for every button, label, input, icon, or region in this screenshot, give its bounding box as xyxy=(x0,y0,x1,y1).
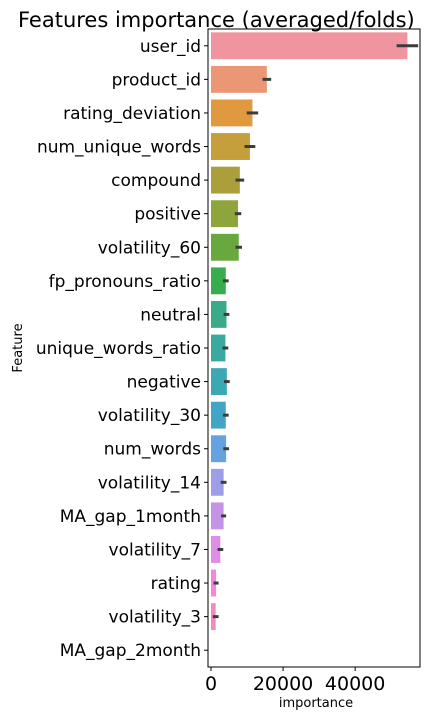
bar-volatility_14 xyxy=(211,468,224,496)
x-ticks-group: 0 20000 40000 xyxy=(205,667,385,695)
category-label: volatility_7 xyxy=(109,540,201,560)
chart-title: Features importance (averaged/folds) xyxy=(18,8,415,32)
bar-volatility_60 xyxy=(211,233,239,261)
category-label: compound xyxy=(111,171,201,191)
category-label: rating xyxy=(151,574,201,594)
bar-user_id xyxy=(211,32,408,60)
category-label: num_unique_words xyxy=(37,138,201,158)
x-tick-label: 0 xyxy=(205,673,217,695)
bar-fp_pronouns_ratio xyxy=(211,267,226,295)
y-axis-label: Feature xyxy=(11,323,26,372)
bar-num_words xyxy=(211,435,227,463)
category-label: rating_deviation xyxy=(63,104,201,124)
category-label: volatility_60 xyxy=(98,238,201,258)
bars-group xyxy=(211,32,408,631)
bar-compound xyxy=(211,166,240,194)
bar-rating_deviation xyxy=(211,99,253,127)
category-label: num_words xyxy=(104,440,201,460)
x-tick-label: 20000 xyxy=(253,673,313,695)
bar-product_id xyxy=(211,65,267,93)
bar-volatility_7 xyxy=(211,536,221,563)
x-axis-label: importance xyxy=(279,696,353,711)
category-label: MA_gap_1month xyxy=(60,507,201,527)
bar-volatility_30 xyxy=(211,401,226,429)
category-label: neutral xyxy=(140,305,201,325)
bar-positive xyxy=(211,200,239,228)
error-bars-group xyxy=(212,44,419,619)
category-label: unique_words_ratio xyxy=(36,339,201,359)
category-label: user_id xyxy=(140,37,201,57)
bar-negative xyxy=(211,368,227,396)
bar-unique_words_ratio xyxy=(211,334,226,362)
category-label: MA_gap_2month xyxy=(60,641,201,661)
bar-MA_gap_1month xyxy=(211,502,224,530)
category-label: volatility_3 xyxy=(109,608,201,628)
category-labels-group: user_id product_id rating_deviation num_uni… xyxy=(36,37,208,661)
x-tick-label: 40000 xyxy=(325,673,385,695)
bar-neutral xyxy=(211,300,227,328)
category-label: fp_pronouns_ratio xyxy=(49,272,201,292)
category-label: volatility_30 xyxy=(98,406,201,426)
category-label: product_id xyxy=(112,70,201,90)
plot-frame xyxy=(207,28,421,668)
bar-num_unique_words xyxy=(211,133,250,160)
category-label: volatility_14 xyxy=(98,473,201,493)
category-label: negative xyxy=(127,373,201,393)
category-label: positive xyxy=(134,205,201,225)
